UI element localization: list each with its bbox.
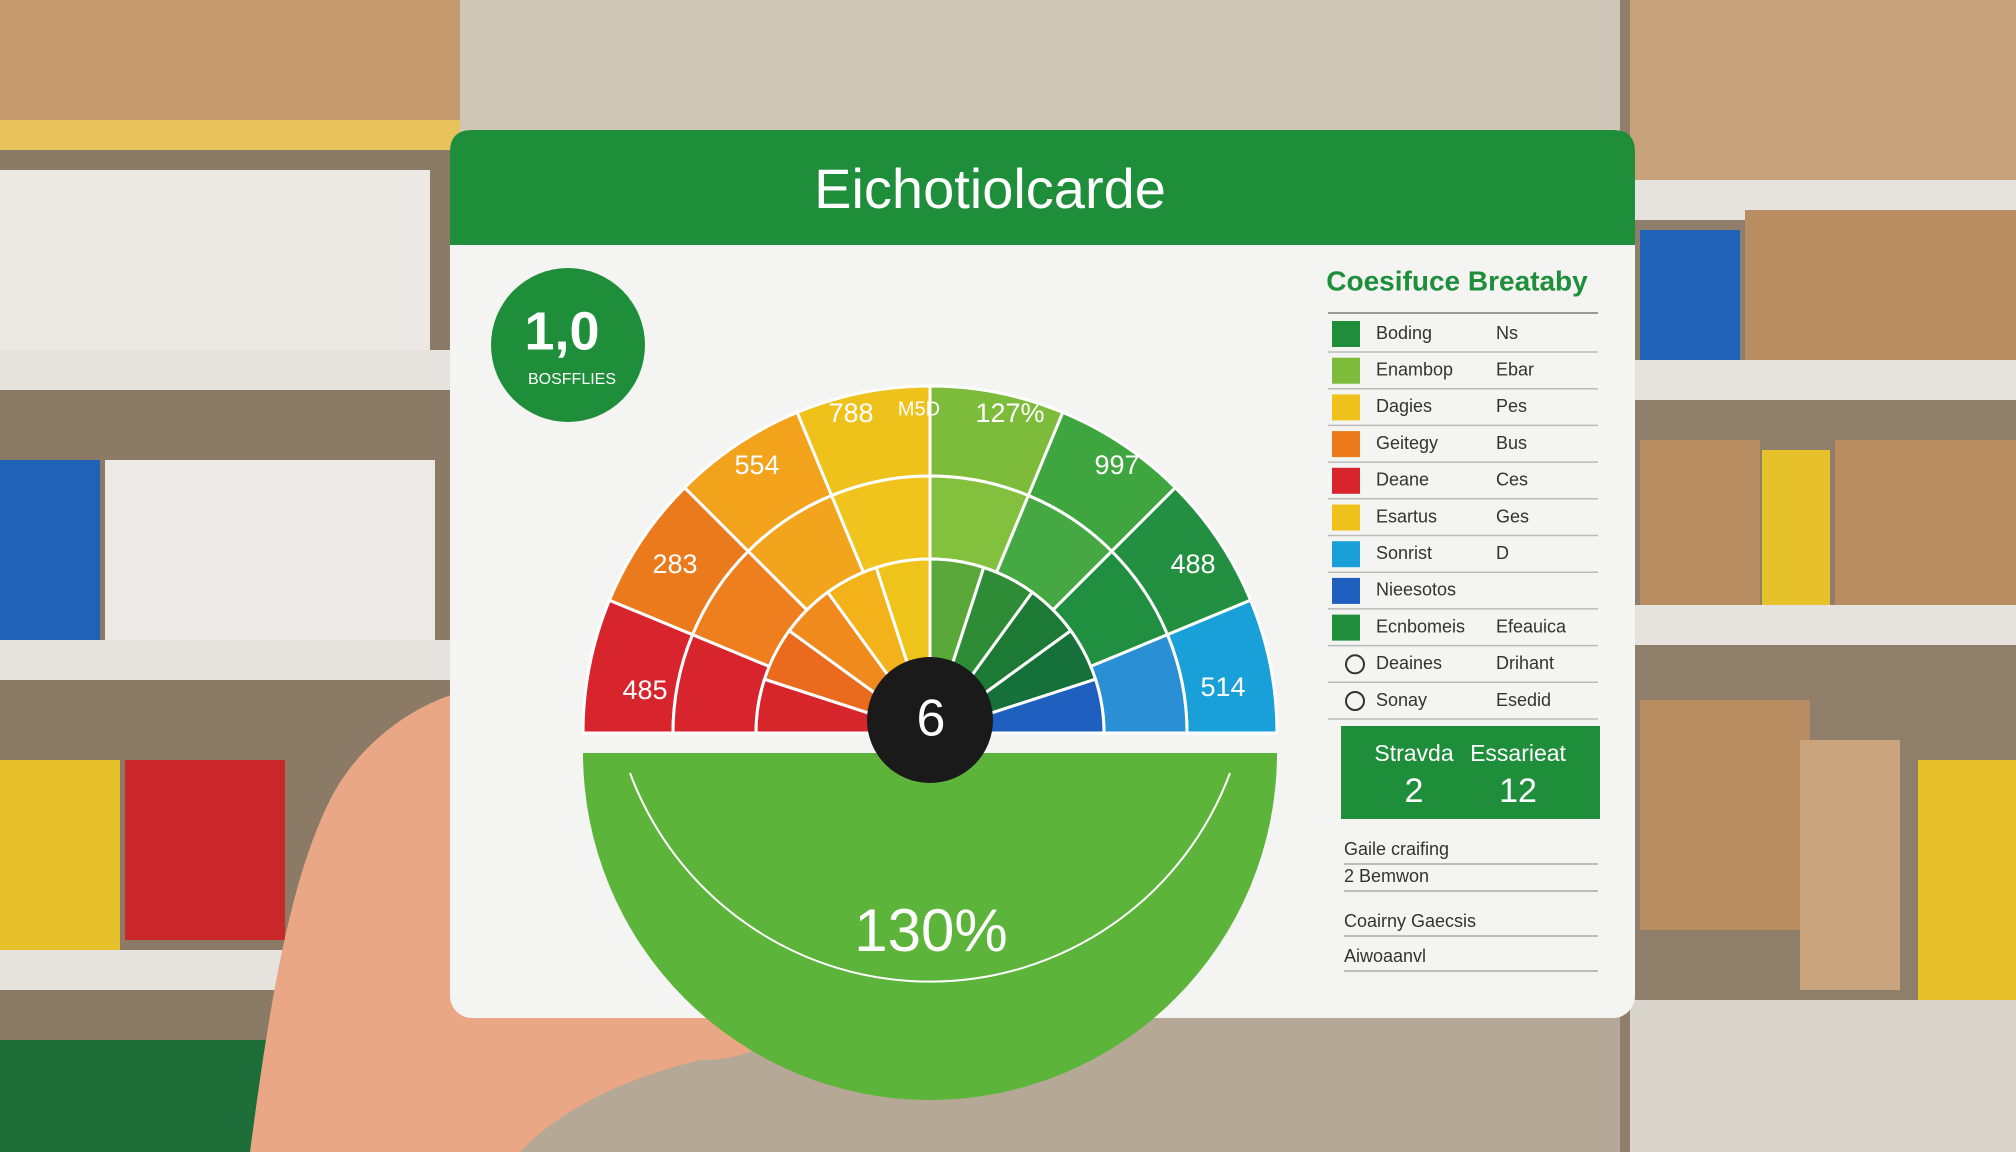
summary-box xyxy=(1341,726,1600,819)
gauge-label: 997 xyxy=(1094,450,1139,480)
legend-text: Sonrist xyxy=(1376,543,1432,563)
gauge-base xyxy=(583,753,1277,1100)
legend-text: Ebar xyxy=(1496,359,1534,379)
legend-swatch xyxy=(1332,541,1360,568)
ceiling xyxy=(460,0,1620,130)
gauge-hub xyxy=(867,657,993,783)
legend-text: Dagies xyxy=(1376,396,1432,416)
legend-text: Efeauica xyxy=(1496,616,1567,636)
legend-text: Bus xyxy=(1496,433,1527,453)
legend-text: Pes xyxy=(1496,396,1527,416)
gauge-label: 514 xyxy=(1200,672,1245,702)
legend-text: Nieesotos xyxy=(1376,580,1456,600)
legend-text: Enambop xyxy=(1376,359,1453,379)
badge-value: 1,0 xyxy=(524,301,599,361)
legend-text: Ces xyxy=(1496,470,1528,490)
gauge-label: 488 xyxy=(1170,549,1215,579)
legend-icon xyxy=(1345,654,1365,675)
gauge-center: 6 xyxy=(917,690,946,748)
left-shelves xyxy=(0,0,460,1152)
legend-swatch xyxy=(1332,577,1360,604)
card-title: Eichotiolcarde xyxy=(814,157,1166,220)
legend-text: Geitegy xyxy=(1376,433,1438,453)
legend-text: Drihant xyxy=(1496,653,1554,673)
legend-text: Esartus xyxy=(1376,506,1437,526)
note: Coairny Gaecsis xyxy=(1344,911,1476,931)
gauge-label: 127% xyxy=(975,398,1044,428)
gauge-percent: 130% xyxy=(854,897,1007,964)
legend-swatch xyxy=(1332,357,1360,384)
legend-icon xyxy=(1345,691,1365,711)
right-shelves xyxy=(1620,0,2016,1152)
legend-swatch xyxy=(1332,467,1360,494)
legend-swatch xyxy=(1332,431,1360,458)
gauge xyxy=(581,384,1279,1100)
legend-text: Ges xyxy=(1496,506,1529,526)
legend-swatch xyxy=(1332,394,1360,421)
gauge-arc-line xyxy=(629,772,1231,983)
legend-swatch xyxy=(1332,614,1360,641)
gauge-labels: 554 788 M5D 127% 997 488 514 485 283 6 130% xyxy=(622,398,1245,964)
gauge-label: 283 xyxy=(652,549,697,579)
summary-head: Stravda xyxy=(1374,740,1453,766)
gauge-label: 554 xyxy=(734,450,779,480)
legend-text: Boding xyxy=(1376,323,1432,343)
legend-swatch xyxy=(1332,504,1360,531)
badge xyxy=(491,268,645,422)
legend-text: Deaines xyxy=(1376,653,1442,673)
legend-text: Esedid xyxy=(1496,690,1551,710)
gauge-label: 788 xyxy=(828,398,873,428)
notes: Gaile craifing 2 Bemwon Coairny Gaecsis Aiw… xyxy=(1344,839,1598,972)
legend-title: Coesifuce Breataby xyxy=(1326,265,1588,296)
legend-text: D xyxy=(1496,543,1509,563)
legend-text: Ns xyxy=(1496,323,1518,343)
gauge-label: 485 xyxy=(622,675,667,705)
legend-text: Ecnbomeis xyxy=(1376,616,1465,636)
note: 2 Bemwon xyxy=(1344,866,1429,886)
gauge-label: M5D xyxy=(898,398,940,420)
summary-head: Essarieat xyxy=(1470,740,1566,766)
badge-label: BOSFFLIES xyxy=(528,371,616,388)
legend-text: Sonay xyxy=(1376,690,1427,710)
legend-swatch xyxy=(1332,321,1360,347)
legend: Boding Ns Enambop Ebar Dagies Pes Geitegy Bus De… xyxy=(1328,312,1598,720)
summary-value: 12 xyxy=(1499,772,1537,810)
card-header xyxy=(450,130,1635,245)
summary-value: 2 xyxy=(1405,772,1424,810)
legend-text: Deane xyxy=(1376,470,1429,490)
note: Gaile craifing xyxy=(1344,839,1449,859)
note: Aiwoaanvl xyxy=(1344,946,1426,966)
